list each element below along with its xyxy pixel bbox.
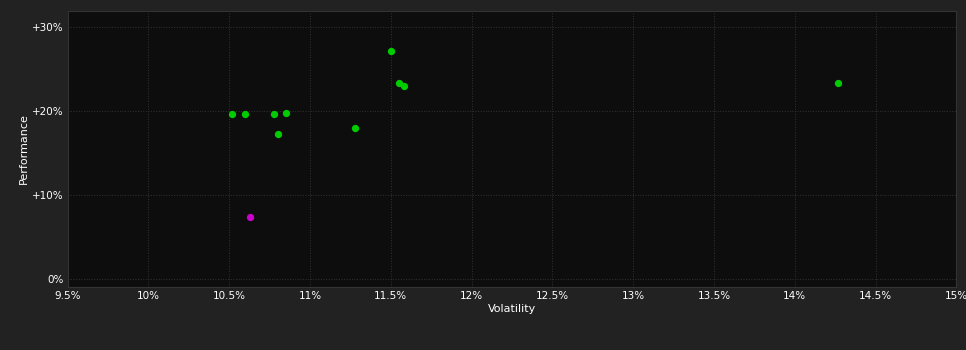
Point (225, 111, 241, 116)
Point (242, 215, 258, 220)
X-axis label: Volatility: Volatility (488, 304, 536, 314)
Point (348, 125, 363, 131)
Point (270, 131, 285, 136)
Point (267, 111, 282, 116)
Point (278, 110, 294, 116)
Point (238, 112, 253, 117)
Point (391, 80, 407, 85)
Point (831, 80, 846, 86)
Y-axis label: Performance: Performance (19, 113, 29, 184)
Point (384, 48, 399, 54)
Point (396, 83, 412, 89)
